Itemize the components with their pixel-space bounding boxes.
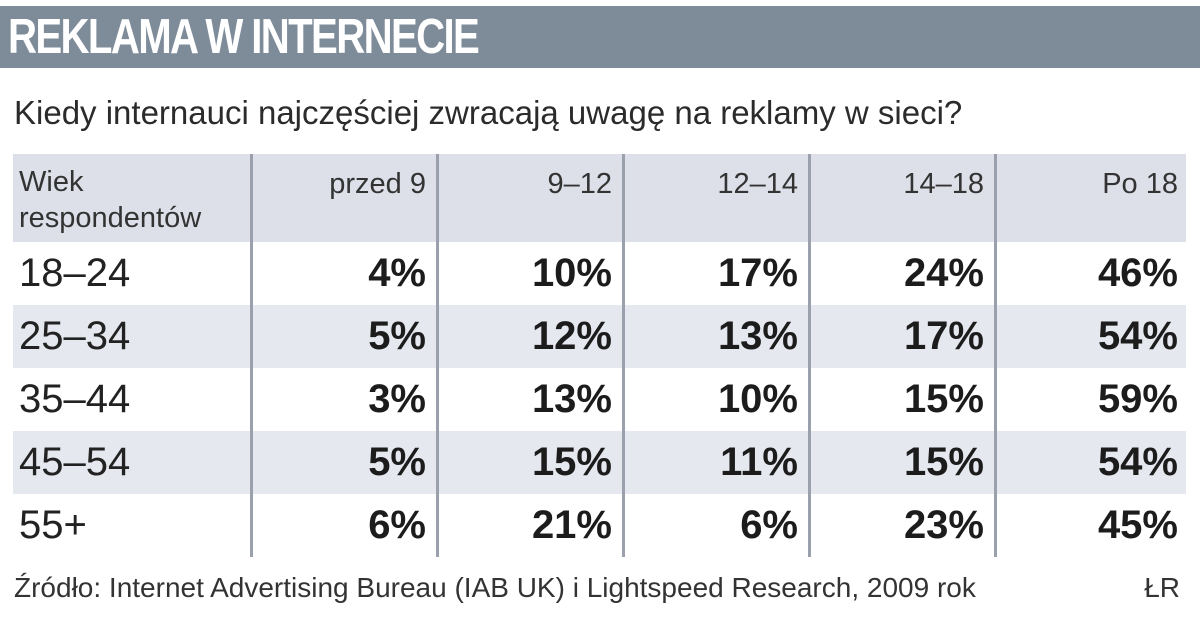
table-header-row: Wiek respondentów przed 9 9–12 12–14 14–… (13, 154, 1186, 242)
corner-label: Wiek respondentów (13, 154, 253, 242)
row-label: 55+ (13, 494, 253, 557)
column-header: 14–18 (811, 154, 997, 242)
chart-title: REKLAMA W INTERNECIE (8, 10, 480, 64)
table-cell: 5% (253, 431, 439, 494)
table-cell: 54% (1097, 314, 1178, 358)
source-note: Źródło: Internet Advertising Bureau (IAB… (14, 572, 1180, 608)
row-label: 35–44 (13, 368, 253, 431)
table-cell: 10% (625, 368, 811, 431)
table-cell: 15% (811, 431, 997, 494)
table-cell: 6% (253, 494, 439, 557)
table-cell: 3% (253, 368, 439, 431)
table-cell: 17% (625, 242, 811, 305)
table-cell: 23% (811, 494, 997, 557)
row-label: 18–24 (13, 242, 253, 305)
table-cell: 15% (811, 368, 997, 431)
data-table: Wiek respondentów przed 9 9–12 12–14 14–… (13, 154, 1186, 557)
table-cell: 10% (439, 242, 625, 305)
table-cell: 24% (811, 242, 997, 305)
corner-label-line1: Wiek (19, 166, 84, 198)
title-bar: REKLAMA W INTERNECIE (0, 6, 1200, 68)
table-row: 35–44 3% 13% 10% 15% 59% (13, 368, 1186, 431)
table-cell: 12% (439, 305, 625, 368)
table-cell: 11% (625, 431, 811, 494)
source-text: Źródło: Internet Advertising Bureau (IAB… (14, 572, 976, 603)
table-cell: 17% (811, 305, 997, 368)
table-cell: 5% (253, 305, 439, 368)
table-cell: 45% (1097, 503, 1178, 547)
row-label: 45–54 (13, 431, 253, 494)
table-row: 55+ 6% 21% 6% 23% 45% (13, 494, 1186, 557)
table-cell: 21% (439, 494, 625, 557)
column-header: przed 9 (253, 154, 439, 242)
table-cell: 15% (439, 431, 625, 494)
table-cell: 13% (439, 368, 625, 431)
table-row: 25–34 5% 12% 13% 17% 54% (13, 305, 1186, 368)
corner-label-line2: respondentów (19, 202, 202, 234)
author-credit: ŁR (1144, 572, 1180, 603)
row-label: 25–34 (13, 305, 253, 368)
table-cell: 6% (625, 494, 811, 557)
column-header: Po 18 (1102, 168, 1178, 200)
chart-subtitle: Kiedy internauci najczęściej zwracają uw… (14, 94, 963, 131)
table-cell: 4% (253, 242, 439, 305)
table-cell: 13% (625, 305, 811, 368)
table-cell: 59% (1097, 377, 1178, 421)
column-header: 9–12 (439, 154, 625, 242)
table-cell: 54% (1097, 440, 1178, 484)
table-cell: 46% (1097, 251, 1178, 295)
table-row: 18–24 4% 10% 17% 24% 46% (13, 242, 1186, 305)
column-header: 12–14 (625, 154, 811, 242)
table-row: 45–54 5% 15% 11% 15% 54% (13, 431, 1186, 494)
